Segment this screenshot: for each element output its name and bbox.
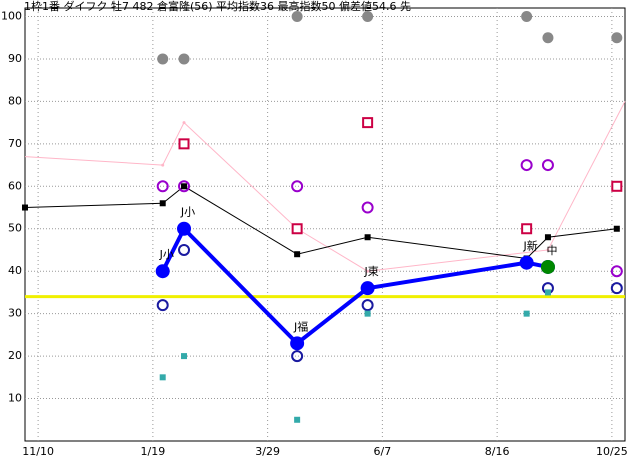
point [546, 248, 550, 252]
point [544, 289, 551, 296]
x-tick-label: 3/29 [255, 445, 280, 458]
point [521, 10, 533, 22]
point [178, 243, 191, 256]
y-tick-label: 50 [8, 222, 22, 235]
point [178, 180, 191, 193]
point [521, 223, 533, 235]
point [291, 10, 303, 22]
point [542, 32, 554, 44]
x-tick-label: 11/10 [22, 445, 54, 458]
point [155, 264, 170, 279]
point [610, 265, 623, 278]
point [157, 53, 169, 65]
x-tick-label: 8/16 [485, 445, 510, 458]
point [178, 53, 190, 65]
point-label: 中 [546, 244, 557, 257]
point [177, 221, 192, 236]
point-label: J福 [293, 319, 308, 333]
plot-frame [24, 7, 626, 442]
y-tick-label: 20 [8, 349, 22, 362]
point [361, 201, 374, 214]
point [361, 299, 374, 312]
y-tick-label: 10 [8, 392, 22, 405]
point [540, 259, 555, 274]
point [362, 10, 374, 22]
point [364, 310, 371, 317]
y-tick-label: 30 [8, 307, 22, 320]
point [613, 225, 620, 232]
point [519, 255, 534, 270]
y-tick-label: 70 [8, 137, 22, 150]
point [366, 269, 370, 273]
point [541, 159, 554, 172]
point [364, 234, 371, 241]
point [156, 299, 169, 312]
point [290, 336, 305, 351]
point [159, 374, 166, 381]
point [360, 281, 375, 296]
point [294, 251, 301, 258]
y-tick-label: 100 [1, 9, 22, 22]
point-label: J小 [180, 206, 195, 219]
series-line [24, 185, 617, 259]
y-tick-label: 80 [8, 94, 22, 107]
y-tick-label: 90 [8, 52, 22, 65]
point-label: J小 [159, 248, 174, 261]
point [156, 180, 169, 193]
point [178, 138, 190, 150]
point [181, 353, 188, 360]
point [544, 234, 551, 241]
point [611, 32, 623, 44]
point [291, 180, 304, 193]
point-label: J東 [363, 265, 378, 278]
chart-title: 1枠1番 ダイフク 牡7 482 倉富隆(56) 平均指数36 最高指数50 偏… [24, 0, 411, 13]
point [291, 350, 304, 363]
point [22, 204, 28, 211]
point [159, 200, 166, 207]
point [520, 159, 533, 172]
point-label: J新 [523, 239, 538, 253]
point [610, 282, 623, 295]
x-tick-label: 6/7 [374, 445, 392, 458]
y-tick-label: 60 [8, 179, 22, 192]
point [611, 180, 623, 192]
point [291, 223, 303, 235]
point [161, 163, 165, 167]
point [523, 310, 530, 317]
x-tick-label: 10/25 [596, 445, 628, 458]
point [294, 416, 301, 423]
point [182, 121, 186, 125]
point [362, 117, 374, 129]
x-tick-label: 1/19 [141, 445, 166, 458]
y-tick-label: 40 [8, 264, 22, 277]
point [181, 183, 188, 190]
